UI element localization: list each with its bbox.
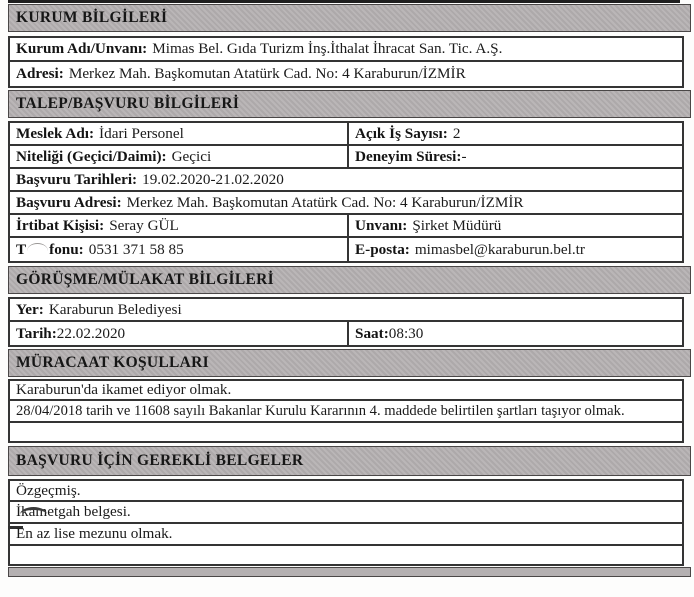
document-text: En az lise mezunu olmak. bbox=[16, 525, 173, 542]
field-label: Başvuru Tarihleri: bbox=[16, 170, 138, 188]
field-value: mimasbel@karaburun.bel.tr bbox=[414, 240, 585, 258]
field-label-telefonu-start: T bbox=[16, 240, 27, 258]
field-value: 2 bbox=[452, 124, 461, 142]
document-row-ikametgah: İkametgah belgesi. bbox=[8, 502, 682, 529]
next-section-header-partial bbox=[8, 567, 691, 577]
condition-text: Karaburun'da ikamet ediyor olmak. bbox=[16, 381, 232, 398]
section-header-talep-basvuru: TALEP/BAŞVURU BİLGİLERİ bbox=[8, 90, 691, 118]
field-row-niteligi-deneyim: Niteliği (Geçici/Daimi): Geçici Deneyim … bbox=[10, 146, 682, 169]
empty-row bbox=[10, 423, 682, 441]
field-row-yer: Yer: Karaburun Belediyesi bbox=[10, 299, 682, 322]
field-cell-niteligi: Niteliği (Geçici/Daimi): Geçici bbox=[10, 146, 349, 167]
field-cell-acik-is-sayisi: Açık İş Sayısı: 2 bbox=[349, 123, 682, 144]
field-label: Unvanı: bbox=[355, 216, 408, 234]
field-value: 22.02.2020 bbox=[56, 324, 126, 342]
field-label: Açık İş Sayısı: bbox=[355, 124, 448, 142]
kurum-rows-group: Kurum Adı/Unvanı: Mimas Bel. Gıda Turizm… bbox=[8, 36, 684, 88]
section-title: GÖRÜŞME/MÜLAKAT BİLGİLERİ bbox=[16, 271, 274, 288]
field-value: Seray GÜL bbox=[109, 216, 179, 234]
field-label: Saat: bbox=[355, 324, 389, 342]
field-cell-eposta: E-posta: mimasbel@karaburun.bel.tr bbox=[349, 238, 682, 261]
field-label: Niteliği (Geçici/Daimi): bbox=[16, 147, 167, 165]
section-header-muracaat-kosullari: MÜRACAAT KOŞULLARI bbox=[8, 349, 691, 377]
field-row-irtibat-unvani: İrtibat Kişisi: Seray GÜL Unvanı: Şirket… bbox=[10, 215, 682, 238]
section-title: BAŞVURU İÇİN GEREKLİ BELGELER bbox=[16, 452, 304, 469]
condition-text: 28/04/2018 tarih ve 11608 sayılı Bakanla… bbox=[16, 402, 625, 419]
section-title: TALEP/BAŞVURU BİLGİLERİ bbox=[16, 95, 240, 112]
field-value: Şirket Müdürü bbox=[412, 216, 502, 234]
belgeler-rows-group: Özgeçmiş. İkametgah belgesi. En az lise … bbox=[8, 479, 684, 566]
form-table: KURUM BİLGİLERİ Kurum Adı/Unvanı: Mimas … bbox=[8, 0, 691, 577]
field-cell-deneyim-suresi: Deneyim Süresi: - bbox=[349, 146, 682, 167]
field-label-telefonu-end: fonu: bbox=[49, 240, 84, 258]
field-cell-tarih: Tarih: 22.02.2020 bbox=[10, 322, 349, 345]
field-value: 19.02.2020-21.02.2020 bbox=[142, 170, 284, 188]
field-value: - bbox=[461, 147, 467, 165]
field-cell-saat: Saat: 08:30 bbox=[349, 322, 682, 345]
field-value: 08:30 bbox=[388, 324, 424, 342]
field-row-adresi: Adresi: Merkez Mah. Başkomutan Atatürk C… bbox=[10, 62, 682, 86]
field-cell-unvani: Unvanı: Şirket Müdürü bbox=[349, 215, 682, 236]
field-label: Tarih: bbox=[16, 324, 57, 342]
muracaat-rows-group: Karaburun'da ikamet ediyor olmak. 28/04/… bbox=[8, 379, 684, 443]
field-label: İrtibat Kişisi: bbox=[16, 216, 105, 234]
field-label: E-posta: bbox=[355, 240, 410, 258]
empty-row bbox=[10, 546, 682, 564]
field-value: Mimas Bel. Gıda Turizm İnş.İthalat İhrac… bbox=[152, 40, 503, 57]
field-value: 0531 371 58 85 bbox=[88, 240, 184, 258]
field-cell-meslek-adi: Meslek Adı: İdari Personel bbox=[10, 123, 349, 144]
field-label: Deneyim Süresi: bbox=[355, 147, 462, 165]
condition-row: Karaburun'da ikamet ediyor olmak. bbox=[10, 381, 682, 401]
talep-rows-group: Meslek Adı: İdari Personel Açık İş Sayıs… bbox=[8, 121, 684, 263]
field-label: Yer: bbox=[16, 300, 44, 318]
field-value: Geçici bbox=[171, 147, 212, 165]
field-row-basvuru-tarihleri: Başvuru Tarihleri: 19.02.2020-21.02.2020 bbox=[10, 169, 682, 192]
field-label: Adresi: bbox=[16, 65, 64, 82]
correction-blob bbox=[27, 243, 49, 259]
field-row-basvuru-adresi: Başvuru Adresi: Merkez Mah. Başkomutan A… bbox=[10, 192, 682, 215]
field-value: İdari Personel bbox=[99, 124, 184, 142]
table-top-border bbox=[8, 0, 680, 3]
field-label: Kurum Adı/Unvanı: bbox=[16, 40, 148, 57]
field-value: Merkez Mah. Başkomutan Atatürk Cad. No: … bbox=[68, 65, 466, 82]
field-label: Meslek Adı: bbox=[16, 124, 95, 142]
section-header-gerekli-belgeler: BAŞVURU İÇİN GEREKLİ BELGELER bbox=[8, 446, 691, 476]
section-title: MÜRACAAT KOŞULLARI bbox=[16, 354, 209, 371]
gorusme-rows-group: Yer: Karaburun Belediyesi Tarih: 22.02.2… bbox=[8, 297, 684, 347]
scan-artifact-dash bbox=[8, 526, 23, 529]
field-value: Merkez Mah. Başkomutan Atatürk Cad. No: … bbox=[126, 193, 524, 211]
document-row: Özgeçmiş. bbox=[10, 481, 682, 502]
field-row-tarih-saat: Tarih: 22.02.2020 Saat: 08:30 bbox=[10, 322, 682, 345]
field-cell-irtibat-kisisi: İrtibat Kişisi: Seray GÜL bbox=[10, 215, 349, 236]
field-label: Başvuru Adresi: bbox=[16, 193, 122, 211]
scan-smudge bbox=[20, 507, 47, 522]
field-row-kurum-adi: Kurum Adı/Unvanı: Mimas Bel. Gıda Turizm… bbox=[10, 38, 682, 62]
section-title: KURUM BİLGİLERİ bbox=[16, 9, 168, 26]
document-row: En az lise mezunu olmak. bbox=[10, 524, 682, 546]
field-value: Karaburun Belediyesi bbox=[48, 300, 182, 318]
condition-row: 28/04/2018 tarih ve 11608 sayılı Bakanla… bbox=[10, 401, 682, 423]
section-header-kurum-bilgileri: KURUM BİLGİLERİ bbox=[8, 4, 691, 32]
document-text: Özgeçmiş. bbox=[16, 481, 81, 499]
field-row-meslek-acikis: Meslek Adı: İdari Personel Açık İş Sayıs… bbox=[10, 123, 682, 146]
section-header-gorusme-mulakat: GÖRÜŞME/MÜLAKAT BİLGİLERİ bbox=[8, 266, 691, 294]
